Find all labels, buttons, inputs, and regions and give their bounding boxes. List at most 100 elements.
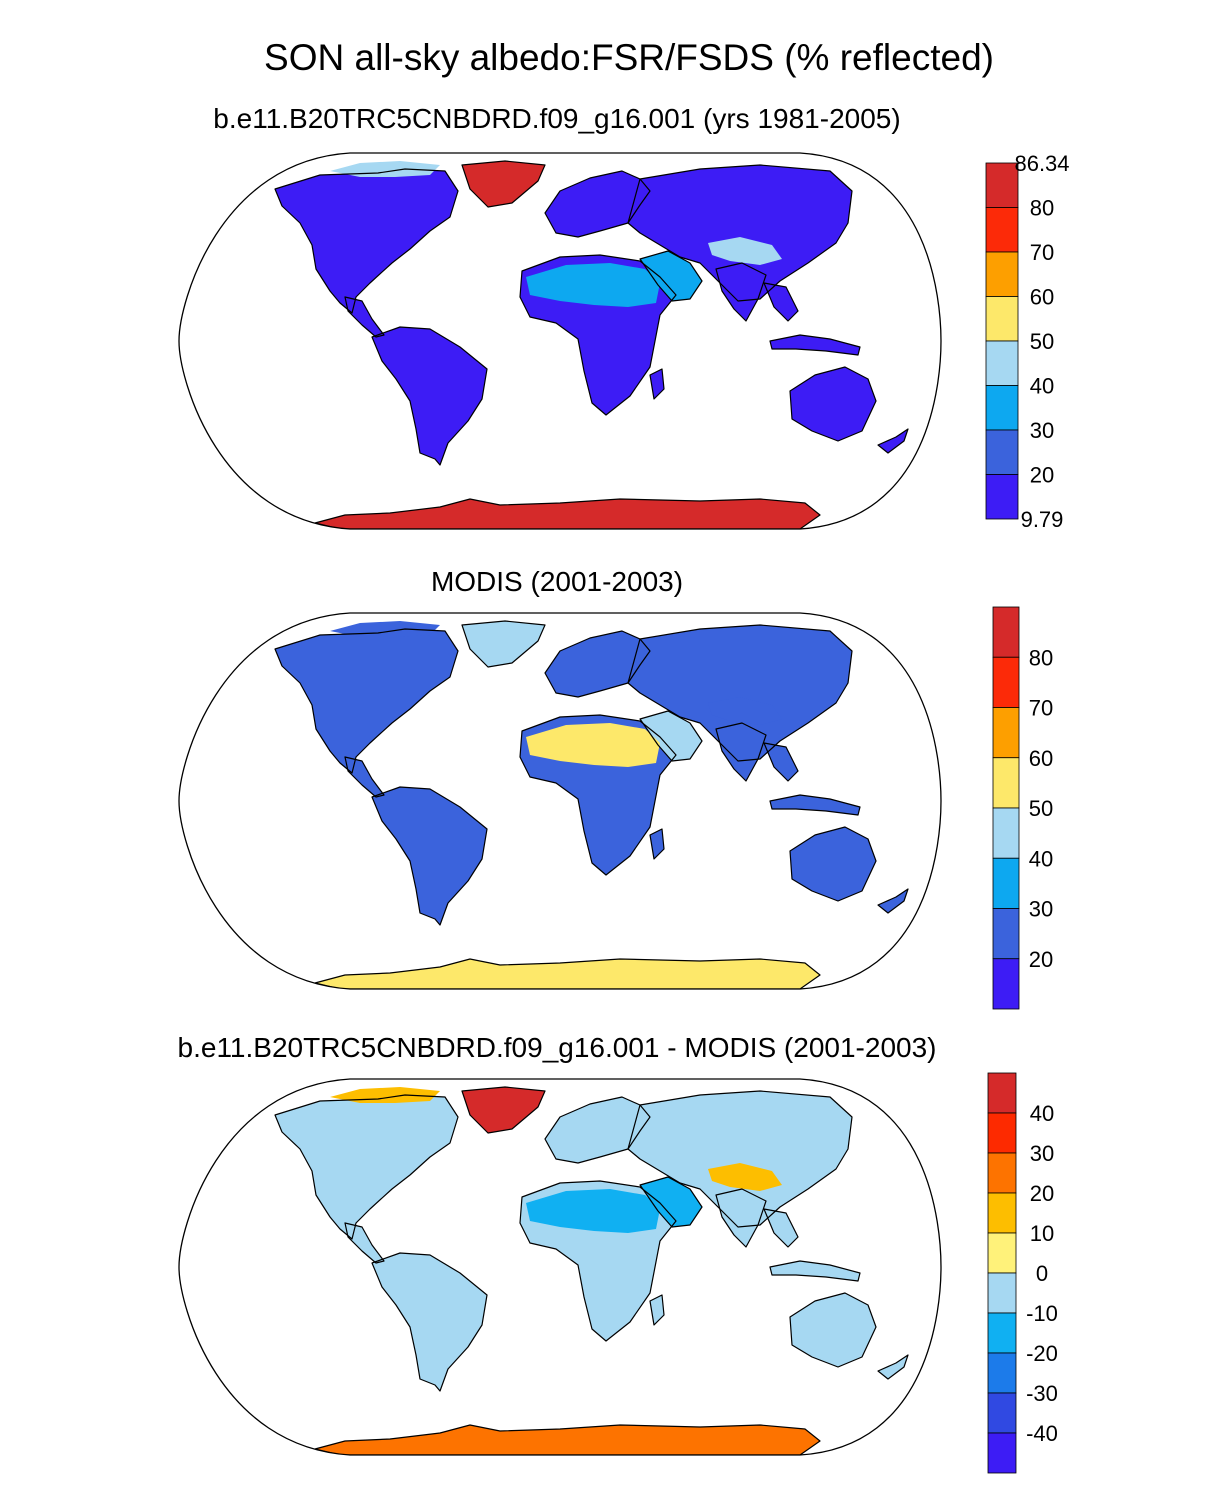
coastline-north-america [274,628,459,774]
land-layer [274,160,909,529]
globe-modis [178,612,942,990]
land-australia [790,1293,876,1367]
colorbar-label: 20 [1030,1181,1054,1206]
colorbar-label: 20 [1029,947,1053,972]
colorbar-swatch [987,1152,1017,1194]
colorbar-swatch [992,656,1020,708]
coastline-greenland [461,620,546,668]
coastline-new-zealand [877,428,909,454]
land-arabia [640,711,702,761]
land-greenland [462,1087,545,1133]
coastline-india [715,262,767,322]
colorbar-label: 20 [1030,463,1054,488]
land-new-zealand [878,889,908,913]
coastline-antarctica [314,498,821,529]
coastline-new-zealand [877,1354,909,1380]
colorbar-swatch [987,1192,1017,1234]
coastline-australia [789,366,877,442]
land-arctic-islands [330,621,440,637]
land-greenland [462,161,545,207]
coastline-southeast-asia [763,742,799,782]
colorbar-label: 70 [1030,240,1054,265]
colorbar-swatch [985,296,1019,342]
colorbar-swatch [992,908,1020,960]
land-madagascar [650,369,664,399]
coastline-indonesia [769,794,861,816]
land-south-america [372,787,487,925]
land-asia [628,625,852,761]
coastline-india [715,722,767,782]
land-layer [274,1086,909,1455]
colorbar-swatch [985,207,1019,253]
coastline-central-america [344,296,385,338]
colorbar-swatch [985,474,1019,520]
land-layer [274,620,909,989]
colorbar-swatch [987,1392,1017,1434]
land-tibet [708,1163,782,1191]
colorbar-swatch [987,1272,1017,1314]
colorbar-label: 40 [1030,1101,1054,1126]
coastline-australia [789,1292,877,1368]
colorbar-label: 30 [1029,897,1053,922]
colorbar-swatch [992,606,1020,658]
coastline-south-america [371,326,488,466]
coastline-arabia [639,250,703,302]
land-south-america [372,1253,487,1391]
land-indonesia [770,335,860,355]
map-modis [178,612,942,990]
coastline-antarctica [314,1424,821,1455]
colorbar-label: -40 [1026,1421,1058,1446]
colorbar-label: 80 [1030,196,1054,221]
land-sahara [526,723,660,767]
coastline-greenland [461,1086,546,1134]
coastline-southeast-asia [763,282,799,322]
coastline-central-america [344,1222,385,1264]
coastline-madagascar [649,368,665,400]
land-arabia [640,1177,702,1227]
panel-modis: MODIS (2001-2003) 80 70 60 50 40 30 20 [178,566,1053,1010]
land-sahara [526,1189,660,1233]
land-antarctica [315,499,820,529]
land-europe [545,1097,650,1163]
colorbar-label: 60 [1030,285,1054,310]
coastline-greenland [461,160,546,208]
land-new-zealand [878,1355,908,1379]
land-indonesia [770,795,860,815]
map-model [178,152,942,530]
colorbar-label: 80 [1029,645,1053,670]
colorbar-label: 10 [1030,1221,1054,1246]
colorbar-swatch [987,1112,1017,1154]
colorbar-swatch [985,340,1019,386]
coastline-indonesia [769,1260,861,1282]
coastline-indonesia [769,334,861,356]
colorbar-label: -10 [1026,1301,1058,1326]
globe-outline [178,152,942,530]
coastline-asia [627,164,853,302]
coastline-europe [544,630,651,698]
panel-model: b.e11.B20TRC5CNBDRD.f09_g16.001 (yrs 198… [178,103,1070,532]
colorbar-swatch [987,1312,1017,1354]
colorbar-swatch [985,429,1019,475]
colorbar-label: 50 [1029,796,1053,821]
coastline-africa [519,1180,677,1342]
coastline-asia [627,1090,853,1228]
coastline-europe [544,170,651,238]
coastline-arabia [639,710,703,762]
colorbar-label: 70 [1029,696,1053,721]
coastline-southeast-asia [763,1208,799,1248]
coastline-central-america [344,756,385,798]
land-southeast-asia [764,1209,798,1247]
figure-title: SON all-sky albedo:FSR/FSDS (% reflected… [264,37,994,78]
colorbar-swatch [992,757,1020,809]
coastline-australia [789,826,877,902]
land-australia [790,827,876,901]
colorbar-label: 0 [1036,1261,1048,1286]
coastline-new-zealand [877,888,909,914]
colorbar-label: 40 [1029,846,1053,871]
land-indonesia [770,1261,860,1281]
land-north-america [275,169,458,313]
colorbar-label: 30 [1030,1141,1054,1166]
land-sahara [526,263,660,307]
coastline-india [715,1188,767,1248]
